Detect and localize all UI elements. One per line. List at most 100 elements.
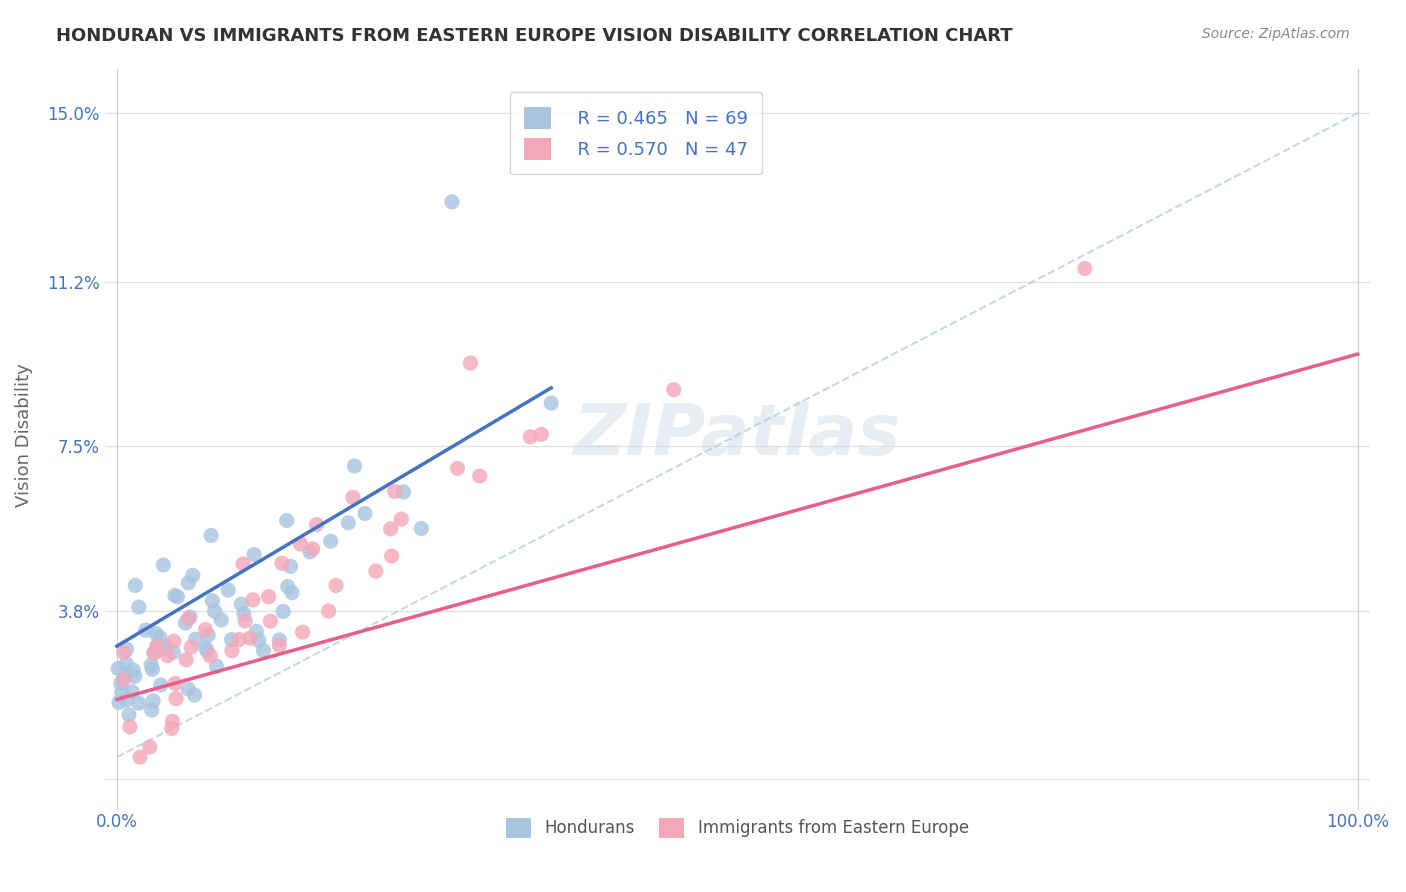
Hondurans (142, 694, 165, 708)
Immigrants from Eastern Europe (342, 491, 364, 505)
Immigrants from Eastern Europe (174, 653, 197, 667)
Hondurans (108, 695, 131, 709)
Hondurans (163, 589, 186, 603)
Hondurans (177, 681, 200, 696)
Hondurans (181, 568, 204, 582)
Immigrants from Eastern Europe (160, 722, 183, 736)
Immigrants from Eastern Europe (194, 623, 217, 637)
Hondurans (269, 632, 291, 647)
Immigrants from Eastern Europe (389, 512, 412, 526)
Hondurans (231, 597, 253, 611)
Hondurans (179, 610, 201, 624)
Hondurans (200, 528, 222, 542)
Hondurans (195, 644, 218, 658)
Immigrants from Eastern Europe (530, 427, 553, 442)
Immigrants from Eastern Europe (118, 720, 141, 734)
Hondurans (217, 583, 239, 598)
Hondurans (107, 661, 129, 675)
Immigrants from Eastern Europe (228, 632, 250, 647)
Immigrants from Eastern Europe (242, 592, 264, 607)
Hondurans (276, 514, 298, 528)
Hondurans (110, 676, 132, 690)
Immigrants from Eastern Europe (662, 383, 685, 397)
Immigrants from Eastern Europe (301, 541, 323, 556)
Immigrants from Eastern Europe (233, 614, 256, 628)
Hondurans (247, 633, 270, 648)
Hondurans (155, 640, 177, 654)
Immigrants from Eastern Europe (364, 564, 387, 578)
Hondurans (141, 662, 163, 676)
Immigrants from Eastern Europe (381, 549, 404, 563)
Hondurans (111, 685, 134, 699)
Immigrants from Eastern Europe (519, 430, 541, 444)
Hondurans (166, 590, 188, 604)
Immigrants from Eastern Europe (232, 557, 254, 571)
Hondurans (392, 485, 415, 500)
Immigrants from Eastern Europe (380, 522, 402, 536)
Hondurans (118, 707, 141, 722)
Hondurans (271, 605, 294, 619)
Hondurans (245, 624, 267, 639)
Hondurans (124, 669, 146, 683)
Hondurans (277, 580, 299, 594)
Hondurans (152, 558, 174, 572)
Immigrants from Eastern Europe (269, 639, 291, 653)
Hondurans (540, 396, 562, 410)
Immigrants from Eastern Europe (259, 614, 281, 628)
Hondurans (183, 688, 205, 702)
Hondurans (197, 628, 219, 642)
Hondurans (280, 559, 302, 574)
Hondurans (354, 507, 377, 521)
Immigrants from Eastern Europe (177, 611, 200, 625)
Hondurans (298, 545, 321, 559)
Hondurans (232, 607, 254, 621)
Hondurans (411, 521, 433, 535)
Hondurans (205, 659, 228, 673)
Hondurans (135, 623, 157, 637)
Hondurans (128, 600, 150, 615)
Immigrants from Eastern Europe (446, 461, 468, 475)
Immigrants from Eastern Europe (221, 643, 243, 657)
Immigrants from Eastern Europe (156, 648, 179, 663)
Immigrants from Eastern Europe (162, 714, 184, 729)
Hondurans (121, 684, 143, 698)
Hondurans (153, 642, 176, 657)
Immigrants from Eastern Europe (165, 676, 187, 690)
Immigrants from Eastern Europe (200, 648, 222, 663)
Hondurans (115, 657, 138, 671)
Hondurans (124, 578, 146, 592)
Hondurans (281, 585, 304, 599)
Immigrants from Eastern Europe (146, 639, 169, 653)
Hondurans (204, 604, 226, 618)
Hondurans (337, 516, 360, 530)
Text: HONDURAN VS IMMIGRANTS FROM EASTERN EUROPE VISION DISABILITY CORRELATION CHART: HONDURAN VS IMMIGRANTS FROM EASTERN EURO… (56, 27, 1012, 45)
Hondurans (122, 663, 145, 677)
Immigrants from Eastern Europe (318, 604, 340, 618)
Hondurans (184, 632, 207, 647)
Hondurans (115, 693, 138, 707)
Hondurans (194, 640, 217, 655)
Immigrants from Eastern Europe (305, 517, 328, 532)
Immigrants from Eastern Europe (142, 646, 165, 660)
Hondurans (252, 643, 274, 657)
Y-axis label: Vision Disability: Vision Disability (15, 363, 32, 507)
Hondurans (201, 594, 224, 608)
Hondurans (174, 615, 197, 630)
Hondurans (114, 668, 136, 682)
Text: ZIPatlas: ZIPatlas (574, 401, 901, 469)
Hondurans (128, 696, 150, 710)
Immigrants from Eastern Europe (325, 578, 347, 592)
Immigrants from Eastern Europe (291, 625, 314, 640)
Hondurans (209, 613, 232, 627)
Hondurans (141, 703, 163, 717)
Hondurans (343, 458, 366, 473)
Immigrants from Eastern Europe (257, 590, 280, 604)
Hondurans (162, 645, 184, 659)
Immigrants from Eastern Europe (384, 484, 406, 499)
Hondurans (440, 194, 463, 209)
Immigrants from Eastern Europe (468, 469, 491, 483)
Text: Source: ZipAtlas.com: Source: ZipAtlas.com (1202, 27, 1350, 41)
Hondurans (149, 678, 172, 692)
Hondurans (149, 631, 172, 645)
Hondurans (145, 626, 167, 640)
